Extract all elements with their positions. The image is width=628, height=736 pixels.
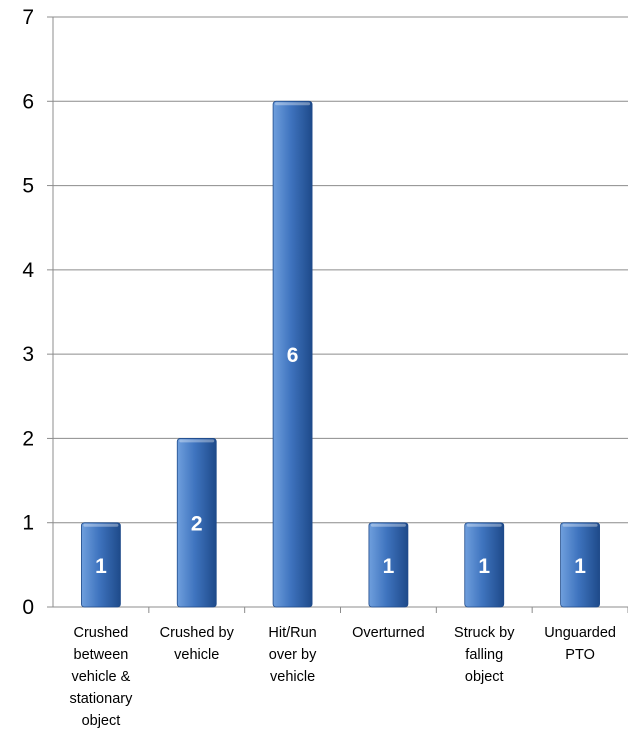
bar-highlight: [466, 523, 502, 527]
y-tick-label: 7: [22, 6, 34, 29]
x-category-line: stationary: [69, 691, 133, 707]
data-label: 1: [383, 555, 395, 578]
x-category-label: Hit/Run over by vehicle: [268, 625, 317, 685]
x-category-line: Overturned: [352, 625, 425, 641]
x-axis-categories: Crushed between vehicle & stationary objectC…: [69, 625, 615, 729]
data-label: 1: [95, 555, 107, 578]
y-tick-label: 2: [22, 427, 34, 450]
y-tick-label: 1: [22, 512, 34, 535]
bar: [81, 522, 121, 608]
data-label: 6: [287, 344, 299, 367]
bar: [176, 438, 217, 608]
x-category-line: vehicle &: [71, 669, 130, 685]
x-category-line: Unguarded: [544, 625, 616, 641]
x-category-line: PTO: [565, 647, 595, 663]
bars: [81, 100, 600, 608]
y-tick-label: 0: [22, 596, 34, 619]
x-category-line: falling: [465, 647, 503, 663]
bar-highlight: [562, 523, 598, 527]
bar-highlight: [83, 523, 119, 527]
data-label: 1: [574, 555, 586, 578]
bar: [368, 522, 409, 608]
x-category-line: between: [74, 647, 129, 663]
x-category-line: Struck by: [454, 625, 515, 641]
x-category-line: Crushed: [74, 625, 129, 641]
bar-highlight: [370, 523, 406, 527]
data-label: 1: [478, 555, 490, 578]
x-category-label: Crushed by vehicle: [160, 625, 235, 663]
bar: [560, 522, 600, 608]
bar: [464, 522, 505, 608]
x-category-line: vehicle: [174, 647, 219, 663]
y-tick-label: 5: [22, 175, 34, 198]
data-label: 2: [191, 513, 203, 536]
y-tick-label: 3: [22, 343, 34, 366]
x-category-line: Crushed by: [160, 625, 235, 641]
x-category-label: Struck by falling object: [454, 625, 515, 685]
x-category-line: object: [82, 713, 121, 729]
x-category-line: vehicle: [270, 669, 315, 685]
x-category-label: Unguarded PTO: [544, 625, 616, 663]
bar-highlight: [179, 439, 215, 443]
x-category-label: Crushed between vehicle & stationary object: [69, 625, 133, 729]
x-category-line: Hit/Run: [268, 625, 316, 641]
x-category-line: over by: [269, 647, 317, 663]
y-tick-label: 6: [22, 90, 34, 113]
x-category-line: object: [465, 669, 504, 685]
data-labels: 1 2 6 1 1 1: [95, 344, 586, 578]
bar: [272, 100, 313, 608]
bar-highlight: [275, 102, 311, 106]
y-tick-label: 4: [22, 259, 34, 282]
gridlines: [53, 16, 628, 524]
x-category-label: Overturned: [352, 625, 425, 641]
y-axis-ticks: 0 1 2 3 4 5 6 7: [22, 6, 53, 619]
axes: [52, 17, 628, 613]
